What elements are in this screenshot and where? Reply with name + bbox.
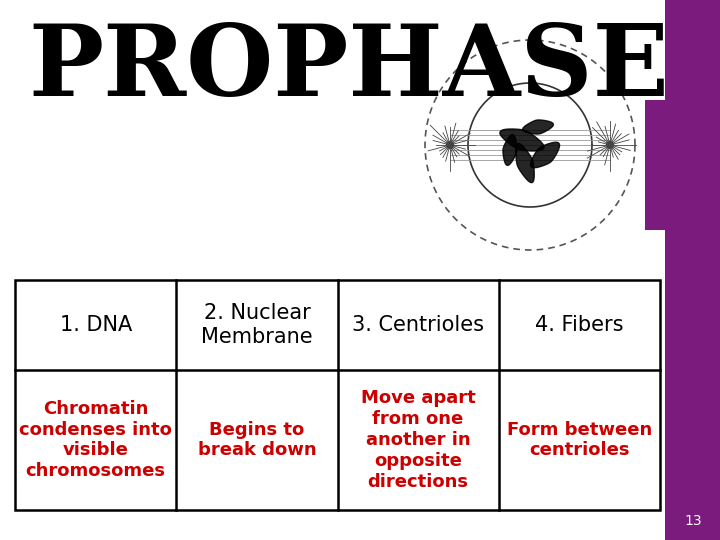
Bar <box>15 280 660 510</box>
Circle shape <box>446 141 454 149</box>
Circle shape <box>606 141 613 149</box>
Polygon shape <box>500 129 544 151</box>
Text: Form between
centrioles: Form between centrioles <box>507 421 652 460</box>
Polygon shape <box>531 142 559 168</box>
Text: 3. Centrioles: 3. Centrioles <box>352 315 484 335</box>
Text: Move apart
from one
another in
opposite
directions: Move apart from one another in opposite … <box>361 389 475 491</box>
Text: 1. DNA: 1. DNA <box>60 315 132 335</box>
Text: PROPHASE: PROPHASE <box>28 20 669 117</box>
Bar <box>665 0 720 540</box>
Text: 13: 13 <box>684 514 702 528</box>
Bar <box>15 280 660 510</box>
Text: Begins to
break down: Begins to break down <box>197 421 316 460</box>
Text: 4. Fibers: 4. Fibers <box>535 315 624 335</box>
Text: 2. Nuclear
Membrane: 2. Nuclear Membrane <box>201 303 312 347</box>
Text: Chromatin
condenses into
visible
chromosomes: Chromatin condenses into visible chromos… <box>19 400 172 480</box>
Bar <box>645 100 720 230</box>
Polygon shape <box>523 120 554 134</box>
Polygon shape <box>516 144 534 183</box>
Polygon shape <box>503 134 517 165</box>
